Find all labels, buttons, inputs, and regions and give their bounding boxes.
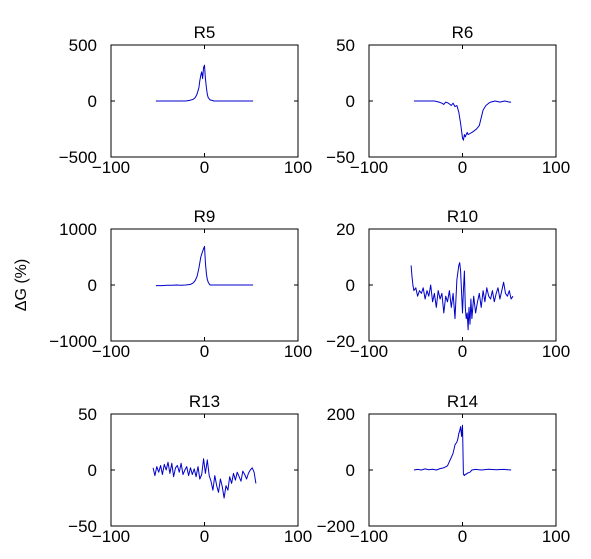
subplot-6: R14 −100 0 100 −200 0 200 [317,392,570,546]
x-tick-label: −100 [350,527,388,546]
x-tick-label: 100 [284,527,312,546]
x-tick-label: −100 [92,342,130,361]
y-tick-label: −50 [68,517,97,536]
x-tick-label: 0 [200,527,209,546]
y-tick-label: −1000 [49,332,97,351]
y-tick-label: 0 [88,92,97,111]
y-tick-label: 0 [346,276,355,295]
y-tick-label: −500 [59,148,97,167]
y-tick-label: 1000 [59,220,97,239]
x-tick-label: −100 [350,342,388,361]
series-line [410,262,514,331]
y-tick-label: 50 [336,36,355,55]
series-line [413,424,512,477]
axes-frame [110,44,299,158]
x-tick-label: −100 [92,527,130,546]
x-tick-label: 0 [458,158,467,177]
y-tick-label: −50 [326,148,355,167]
y-tick-label: −20 [326,332,355,351]
subplot-title: R10 [447,207,478,226]
series-line [413,100,512,141]
series-line [152,458,257,499]
series-line [155,245,254,287]
y-tick-label: 50 [78,405,97,424]
subplot-4: R10 −100 0 100 −20 0 20 [326,207,570,361]
x-tick-label: 100 [542,158,570,177]
x-tick-label: 100 [284,342,312,361]
x-tick-label: 0 [200,342,209,361]
axes-frame [368,228,557,342]
subplot-5: R13 −100 0 100 −50 0 50 [68,392,312,546]
series-line [155,64,254,102]
subplot-title: R13 [189,392,220,411]
y-tick-label: 500 [69,36,97,55]
y-tick-label: 20 [336,220,355,239]
y-axis-label: ΔG (%) [13,259,30,311]
x-tick-label: −100 [350,158,388,177]
y-tick-label: 0 [88,461,97,480]
x-tick-label: 100 [284,158,312,177]
subplot-title: R14 [447,392,478,411]
y-tick-label: 0 [346,92,355,111]
subplot-1: R5 −100 0 100 −500 0 500 [59,23,312,177]
y-tick-label: 0 [88,276,97,295]
axes-frame [368,44,557,158]
x-tick-label: 100 [542,342,570,361]
subplot-title: R6 [452,23,474,42]
x-tick-label: −100 [92,158,130,177]
y-tick-label: 0 [346,461,355,480]
x-tick-label: 0 [458,342,467,361]
x-tick-label: 0 [458,527,467,546]
y-tick-label: 200 [327,405,355,424]
subplot-title: R9 [194,207,216,226]
x-tick-label: 100 [542,527,570,546]
subplot-2: R6 −100 0 100 −50 0 50 [326,23,570,177]
y-tick-label: −200 [317,517,355,536]
axes-frame [110,228,299,342]
subplot-title: R5 [194,23,216,42]
x-tick-label: 0 [200,158,209,177]
